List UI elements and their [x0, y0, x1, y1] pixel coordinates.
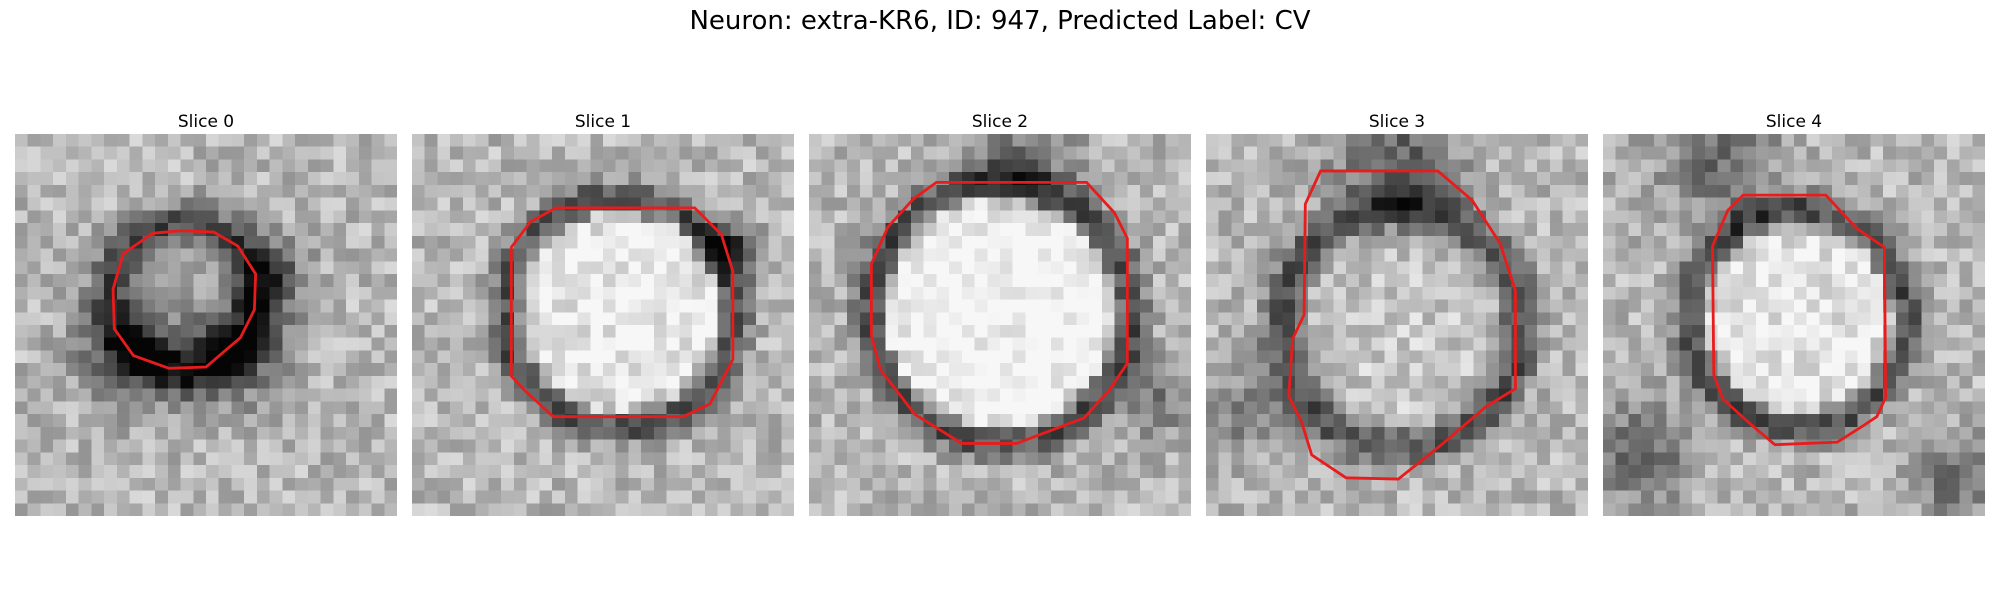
slice-panel-0: Slice 0 [15, 110, 397, 516]
pixel-grid [809, 134, 1191, 516]
contour-outline [111, 229, 258, 370]
slice-title: Slice 0 [177, 112, 235, 132]
slice-image [412, 134, 794, 516]
contour-outline [1711, 193, 1888, 447]
slice-image [1206, 134, 1588, 516]
pixel-grid [1206, 134, 1588, 516]
slice-title: Slice 2 [971, 112, 1029, 132]
pixel-grid [15, 134, 397, 516]
pixel-grid [1603, 134, 1985, 516]
slice-title: Slice 4 [1765, 112, 1823, 132]
contour-outline [509, 206, 735, 419]
figure-title: Neuron: extra-KR6, ID: 947, Predicted La… [689, 6, 1311, 36]
slice-image [1603, 134, 1985, 516]
contour-outline [1287, 169, 1517, 481]
slice-panel-4: Slice 4 [1603, 110, 1985, 516]
slice-title: Slice 1 [574, 112, 632, 132]
slice-image [15, 134, 397, 516]
slice-title: Slice 3 [1368, 112, 1426, 132]
slice-panel-2: Slice 2 [809, 110, 1191, 516]
slice-panel-1: Slice 1 [412, 110, 794, 516]
slice-panel-3: Slice 3 [1206, 110, 1588, 516]
contour-outline [869, 180, 1129, 445]
pixel-grid [412, 134, 794, 516]
slice-image [809, 134, 1191, 516]
